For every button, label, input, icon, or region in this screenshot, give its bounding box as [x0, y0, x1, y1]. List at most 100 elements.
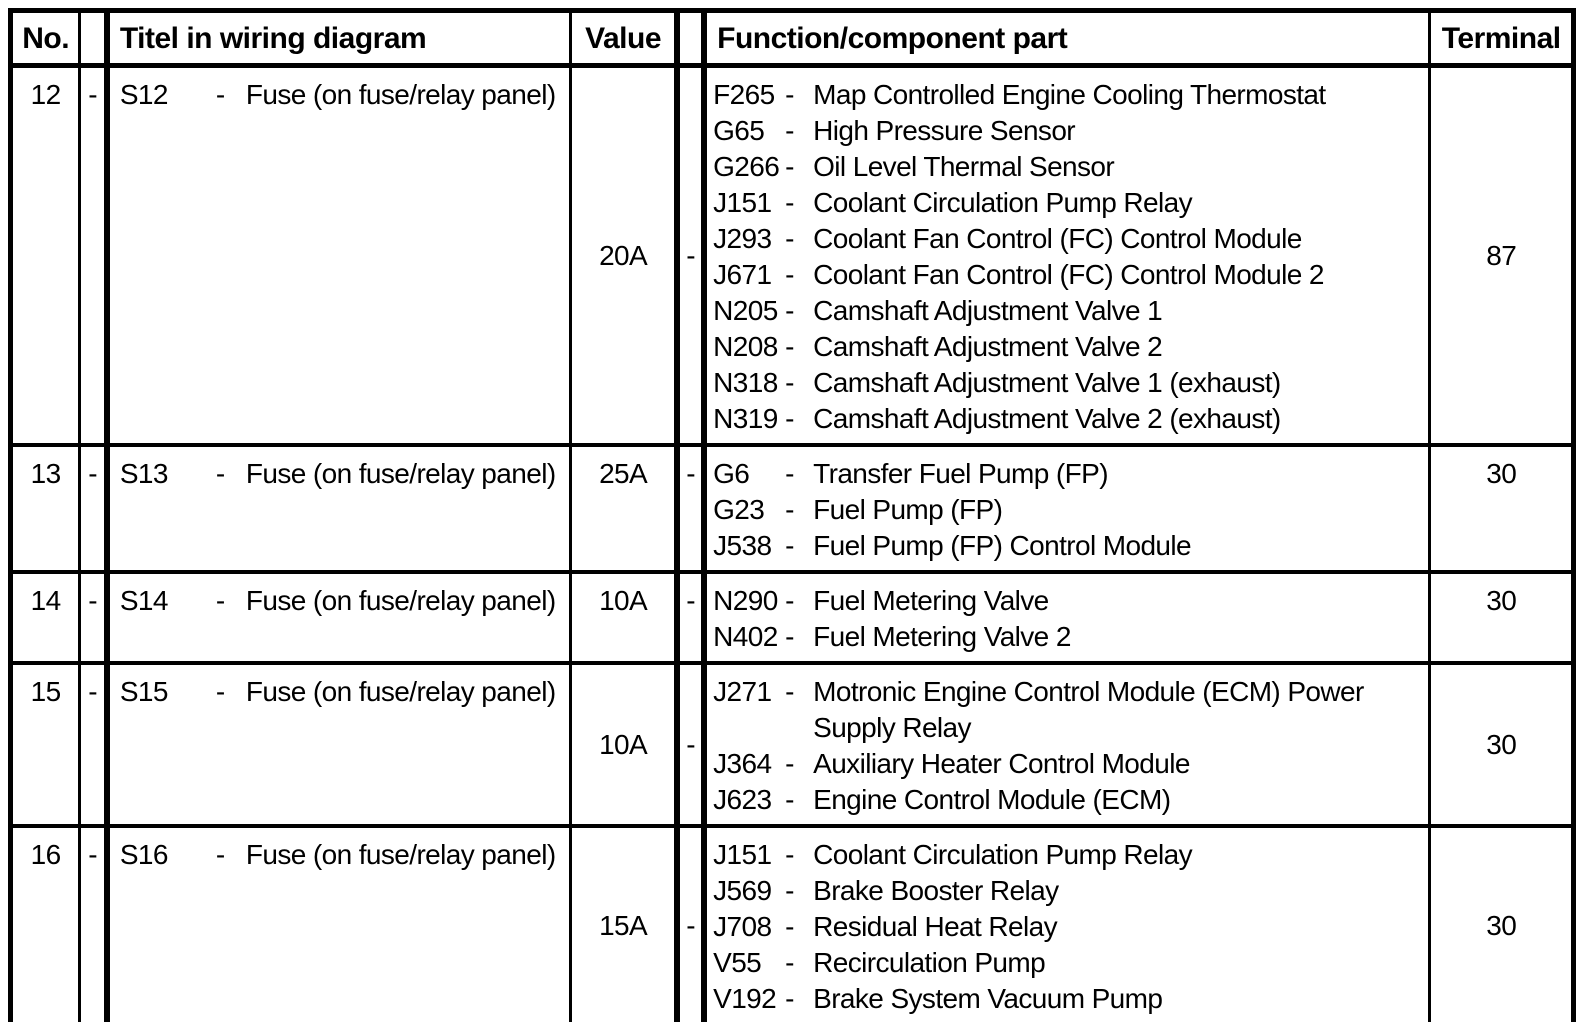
component-code: G266	[713, 151, 780, 182]
component-code: J708	[713, 911, 772, 942]
component-code: J151	[713, 187, 772, 218]
function-entry: J708- Residual Heat Relay	[713, 909, 1424, 945]
titel-dash: -	[215, 79, 225, 110]
fuse-row: 13- S13- Fuse (on fuse/relay panel) 25A - G6-…	[8, 443, 1575, 574]
function-cell: F265- Map Controlled Engine Cooling Therm…	[701, 63, 1432, 447]
function-entry: J538- Fuel Pump (FP) Control Module	[713, 528, 1424, 564]
entry-dash: -	[785, 911, 794, 942]
row-link-dash: -	[78, 570, 109, 665]
function-link-dash: -	[674, 570, 706, 665]
entry-dash: -	[785, 79, 794, 110]
entry-dash: -	[785, 875, 794, 906]
function-entry: G6 - Transfer Fuel Pump (FP)	[713, 456, 1424, 492]
titel-dash: -	[215, 458, 225, 489]
col-header-no: No.	[8, 8, 82, 68]
entry-dash: -	[785, 530, 794, 561]
component-description: Auxiliary Heater Control Module	[813, 748, 1190, 779]
component-code: N208	[713, 331, 778, 362]
fuse-value: 15A	[569, 824, 679, 1022]
function-entry: J151- Coolant Circulation Pump Relay	[713, 837, 1424, 873]
titel-description: Fuse (on fuse/relay panel)	[245, 458, 556, 489]
component-description: Fuel Pump (FP) Control Module	[813, 530, 1191, 561]
col-header-blank-1	[78, 8, 109, 68]
function-entry: G266- Oil Level Thermal Sensor	[713, 149, 1424, 185]
function-entry: G23- Fuel Pump (FP)	[713, 492, 1424, 528]
col-header-terminal: Terminal	[1428, 8, 1575, 68]
function-entry: G65- High Pressure Sensor	[713, 113, 1424, 149]
component-code: J671	[713, 259, 772, 290]
entry-dash: -	[785, 947, 794, 978]
entry-dash: -	[785, 983, 794, 1014]
component-code: N319	[713, 403, 778, 434]
entry-dash: -	[785, 585, 794, 616]
entry-dash: -	[785, 621, 794, 652]
fuse-code: S13	[119, 458, 169, 489]
component-description: Coolant Fan Control (FC) Control Module	[813, 223, 1302, 254]
fuse-code: S12	[119, 79, 169, 110]
entry-dash: -	[785, 187, 794, 218]
titel-cell: S15 - Fuse (on fuse/relay panel)	[103, 661, 573, 828]
function-entry: J151- Coolant Circulation Pump Relay	[713, 185, 1424, 221]
fuse-assignment-table: No. Titel in wiring diagram Value Functi…	[8, 8, 1576, 1022]
col-header-function: Function/component part	[701, 8, 1432, 68]
titel-dash: -	[215, 839, 225, 870]
col-header-blank-2	[674, 8, 706, 68]
component-description: Brake Booster Relay	[813, 875, 1059, 906]
function-link-dash: -	[674, 63, 706, 447]
component-description: Transfer Fuel Pump (FP)	[813, 458, 1108, 489]
component-description: Brake System Vacuum Pump	[813, 983, 1163, 1014]
titel-description: Fuse (on fuse/relay panel)	[245, 585, 556, 616]
entry-dash: -	[785, 115, 794, 146]
function-entry: F265- Map Controlled Engine Cooling Therm…	[713, 77, 1424, 113]
titel-description: Fuse (on fuse/relay panel)	[245, 79, 556, 110]
component-description: Camshaft Adjustment Valve 1	[813, 295, 1163, 326]
function-entry: J569- Brake Booster Relay	[713, 873, 1424, 909]
function-entry: V192- Brake System Vacuum Pump	[713, 981, 1424, 1017]
component-description: Recirculation Pump	[813, 947, 1046, 978]
fuse-number: 12	[8, 63, 82, 447]
fuse-number: 16	[8, 824, 82, 1022]
function-cell: J151- Coolant Circulation Pump Relay J569-…	[701, 824, 1432, 1022]
function-cell: G6- Transfer Fuel Pump (FP) G23- Fuel Pump …	[701, 443, 1432, 574]
entry-dash: -	[785, 458, 794, 489]
function-link-dash: -	[674, 824, 706, 1022]
function-entry: J271- Motronic Engine Control Module (ECM…	[713, 674, 1424, 746]
component-code: N290	[713, 585, 778, 616]
entry-dash: -	[785, 259, 794, 290]
component-code: J538	[713, 530, 772, 561]
function-entry: N205- Camshaft Adjustment Valve 1	[713, 293, 1424, 329]
function-link-dash: -	[674, 443, 706, 574]
fuse-row: 16- S16- Fuse (on fuse/relay panel) 15A - J15…	[8, 824, 1575, 1022]
fuse-value: 25A	[569, 443, 679, 574]
component-description: Camshaft Adjustment Valve 1 (exhaust)	[813, 367, 1281, 398]
fuse-value: 10A	[569, 661, 679, 828]
function-link-dash: -	[674, 661, 706, 828]
entry-dash: -	[785, 367, 794, 398]
component-code: G6	[713, 458, 750, 489]
fuse-number: 13	[8, 443, 82, 574]
component-code: J151	[713, 839, 772, 870]
fuse-number: 15	[8, 661, 82, 828]
component-code: J623	[713, 784, 772, 815]
terminal-value: 30	[1428, 570, 1575, 665]
function-cell: N290- Fuel Metering Valve N402- Fuel Meteri…	[701, 570, 1432, 665]
component-code: N318	[713, 367, 778, 398]
component-code: G23	[713, 494, 765, 525]
fuse-row: 14- S14- Fuse (on fuse/relay panel) 10A - N29…	[8, 570, 1575, 665]
col-header-titel: Titel in wiring diagram	[103, 8, 573, 68]
titel-cell: S13 - Fuse (on fuse/relay panel)	[103, 443, 573, 574]
function-entry: N319- Camshaft Adjustment Valve 2 (exhaus…	[713, 401, 1424, 437]
entry-dash: -	[785, 676, 794, 707]
titel-description: Fuse (on fuse/relay panel)	[245, 676, 556, 707]
component-description: Fuel Metering Valve	[813, 585, 1049, 616]
row-link-dash: -	[78, 824, 109, 1022]
function-entry: N402- Fuel Metering Valve 2	[713, 619, 1424, 655]
component-description: Motronic Engine Control Module (ECM) Pow…	[813, 676, 1364, 743]
terminal-value: 30	[1428, 443, 1575, 574]
component-description: Fuel Pump (FP)	[813, 494, 1003, 525]
fuse-value: 20A	[569, 63, 679, 447]
component-description: Fuel Metering Valve 2	[813, 621, 1071, 652]
titel-cell: S16 - Fuse (on fuse/relay panel)	[103, 824, 573, 1022]
terminal-value: 30	[1428, 661, 1575, 828]
